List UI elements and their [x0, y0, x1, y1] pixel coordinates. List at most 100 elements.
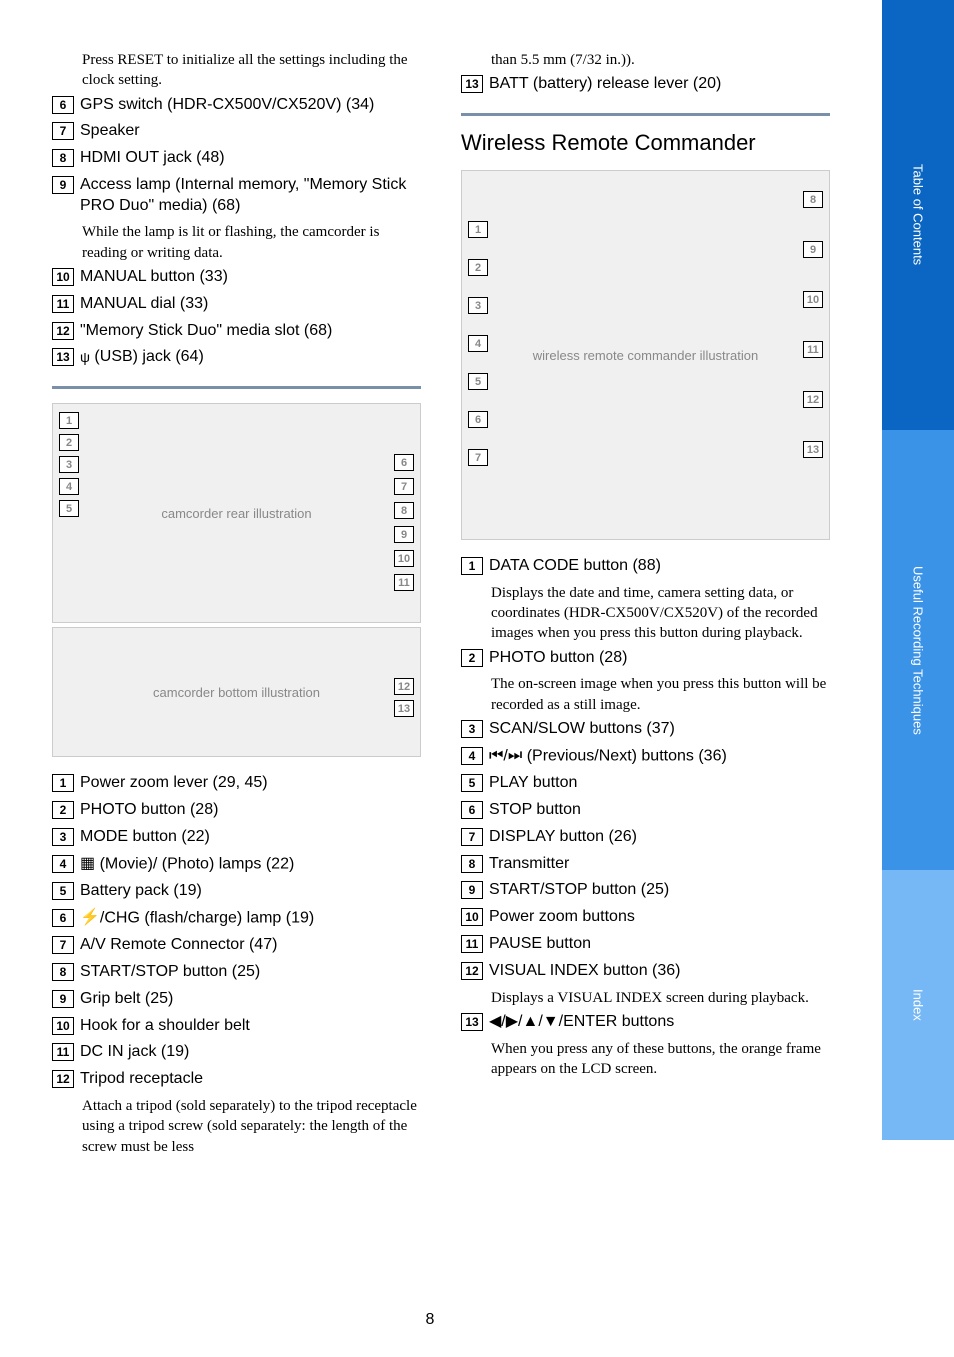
item-note: When you press any of these buttons, the…	[491, 1039, 830, 1080]
callout-box: 9	[803, 241, 823, 258]
list-item: 8Transmitter	[461, 854, 830, 875]
number-box: 7	[52, 122, 74, 140]
section-title: Wireless Remote Commander	[461, 130, 830, 156]
list-item: 9 START/STOP button (25)	[461, 880, 830, 901]
list-item: 7 Speaker	[52, 121, 421, 142]
item-note: Displays a VISUAL INDEX screen during pl…	[491, 988, 830, 1008]
callout-box: 12	[803, 391, 823, 408]
list-item: 3MODE button (22)	[52, 827, 421, 848]
item-label: PHOTO button (28)	[80, 800, 218, 821]
prev-icon: ⏮	[489, 746, 503, 767]
number-box: 6	[52, 96, 74, 114]
item-label: PLAY button	[489, 773, 577, 794]
two-columns: Press RESET to initialize all the settin…	[52, 50, 830, 1161]
item-label: Access lamp (Internal memory, "Memory St…	[80, 175, 421, 217]
item-label: ▦ (Movie)/ (Photo) lamps (22)	[80, 854, 294, 875]
callout-box: 2	[59, 434, 79, 451]
item-label: VISUAL INDEX button (36)	[489, 961, 681, 982]
list-item: 4 ▦ (Movie)/ (Photo) lamps (22)	[52, 854, 421, 875]
tab-recording-techniques[interactable]: Useful Recording Techniques	[882, 430, 954, 870]
item-label: Power zoom buttons	[489, 907, 635, 928]
movie-icon: ▦	[80, 854, 95, 875]
list-item: 7A/V Remote Connector (47)	[52, 935, 421, 956]
callout-box: 2	[468, 259, 488, 276]
number-box: 6	[461, 801, 483, 819]
item-label: Speaker	[80, 121, 140, 142]
list-item: 3 SCAN/SLOW buttons (37)	[461, 719, 830, 740]
number-box: 9	[52, 176, 74, 194]
callout-box: 10	[394, 550, 414, 567]
item-label: START/STOP button (25)	[489, 880, 669, 901]
list-item: 6 ⚡/CHG (flash/charge) lamp (19)	[52, 908, 421, 929]
item-label: HDMI OUT jack (48)	[80, 148, 225, 169]
number-box: 10	[461, 908, 483, 926]
callout-box: 5	[59, 500, 79, 517]
callout-box: 4	[468, 335, 488, 352]
item-label: SCAN/SLOW buttons (37)	[489, 719, 675, 740]
item-note: Displays the date and time, camera setti…	[491, 583, 830, 644]
callout-box: 7	[468, 449, 488, 466]
item-label: DISPLAY button (26)	[489, 827, 637, 848]
list-item: 10 Power zoom buttons	[461, 907, 830, 928]
item-label: "Memory Stick Duo" media slot (68)	[80, 321, 332, 342]
number-box: 4	[461, 747, 483, 765]
number-box: 13	[461, 1013, 483, 1031]
callout-box: 6	[394, 454, 414, 471]
callout-box: 5	[468, 373, 488, 390]
number-box: 6	[52, 909, 74, 927]
callout-box: 12	[394, 678, 414, 695]
list-item: 1Power zoom lever (29, 45)	[52, 773, 421, 794]
item-label: DATA CODE button (88)	[489, 556, 661, 577]
number-box: 3	[461, 720, 483, 738]
tab-index[interactable]: Index	[882, 870, 954, 1140]
callout-box: 8	[394, 502, 414, 519]
item-label: Transmitter	[489, 854, 569, 875]
callout-box: 8	[803, 191, 823, 208]
camcorder-rear-figure: camcorder rear illustration 123456789101…	[52, 403, 421, 623]
number-box: 11	[52, 295, 74, 313]
left-column: Press RESET to initialize all the settin…	[52, 50, 421, 1161]
list-b: 1Power zoom lever (29, 45)2PHOTO button …	[52, 773, 421, 1157]
number-box: 4	[52, 855, 74, 873]
list-item: 2PHOTO button (28)	[461, 648, 830, 669]
number-box: 3	[52, 828, 74, 846]
list-item: 12 "Memory Stick Duo" media slot (68)	[52, 321, 421, 342]
tab-toc[interactable]: Table of Contents	[882, 0, 954, 430]
item-label: ψ (USB) jack (64)	[80, 347, 204, 368]
item-label: ◀/▶/▲/▼/ENTER buttons	[489, 1012, 674, 1033]
number-box: 12	[52, 322, 74, 340]
list-item: 13ψ (USB) jack (64)	[52, 347, 421, 368]
intro-note: Press RESET to initialize all the settin…	[82, 50, 421, 91]
item-label: Battery pack (19)	[80, 881, 202, 902]
usb-icon: ψ	[80, 348, 90, 366]
list-item: 1DATA CODE button (88)	[461, 556, 830, 577]
flash-icon: ⚡	[80, 908, 100, 929]
number-box: 13	[461, 75, 483, 93]
number-box: 9	[461, 881, 483, 899]
list-item: 5Battery pack (19)	[52, 881, 421, 902]
item-label: GPS switch (HDR-CX500V/CX520V) (34)	[80, 95, 374, 116]
item-label: BATT (battery) release lever (20)	[489, 74, 721, 95]
item-label: Power zoom lever (29, 45)	[80, 773, 268, 794]
list-a: 6 GPS switch (HDR-CX500V/CX520V) (34) 7 Spe…	[52, 95, 421, 369]
list-item: 11PAUSE button	[461, 934, 830, 955]
list-item: 8 HDMI OUT jack (48)	[52, 148, 421, 169]
list-item: 9 Access lamp (Internal memory, "Memory S…	[52, 175, 421, 217]
page-number: 8	[0, 1311, 860, 1329]
list-item: 13 ◀/▶/▲/▼/ENTER buttons	[461, 1012, 830, 1033]
callout-box: 1	[59, 412, 79, 429]
number-box: 8	[52, 149, 74, 167]
item-note: While the lamp is lit or flashing, the c…	[82, 222, 421, 263]
list-item: 12VISUAL INDEX button (36)	[461, 961, 830, 982]
number-box: 9	[52, 990, 74, 1008]
page-content: Press RESET to initialize all the settin…	[0, 0, 860, 1357]
right-column: than 5.5 mm (7/32 in.)). 13 BATT (batter…	[461, 50, 830, 1161]
item-label: Hook for a shoulder belt	[80, 1016, 250, 1037]
number-box: 11	[52, 1043, 74, 1061]
callout-box: 11	[803, 341, 823, 358]
list-item: 4⏮/⏭ (Previous/Next) buttons (36)	[461, 746, 830, 767]
item-label: PAUSE button	[489, 934, 591, 955]
list-item: 6 GPS switch (HDR-CX500V/CX520V) (34)	[52, 95, 421, 116]
list-item: 10MANUAL button (33)	[52, 267, 421, 288]
item-label: ⚡/CHG (flash/charge) lamp (19)	[80, 908, 314, 929]
